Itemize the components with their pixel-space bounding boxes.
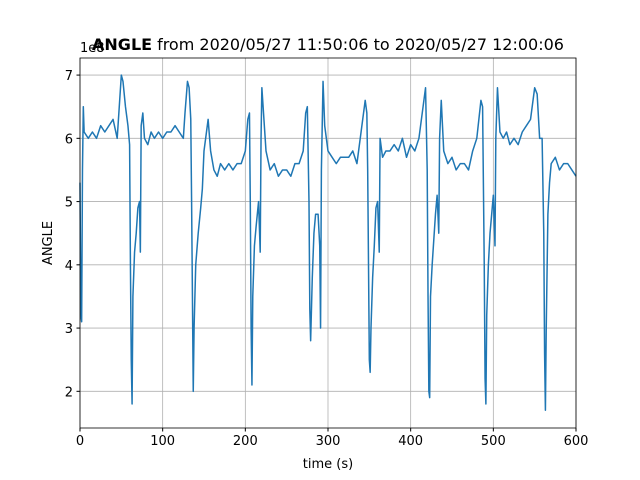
- x-tick-label: 200: [233, 434, 258, 449]
- y-offset-label: 1e8: [80, 41, 105, 56]
- y-tick-label: 4: [65, 259, 73, 274]
- data-line: [79, 74, 577, 412]
- x-tick-label: 100: [150, 434, 175, 449]
- y-tick-label: 7: [65, 69, 73, 84]
- y-tick-label: 2: [65, 385, 73, 400]
- y-tick-label: 5: [65, 196, 73, 211]
- x-tick-label: 0: [76, 434, 84, 449]
- title-bold: ANGLE: [92, 35, 152, 54]
- title-rest: from 2020/05/27 11:50:06 to 2020/05/27 1…: [157, 35, 564, 54]
- axes-frame: [79, 57, 577, 429]
- y-tick-label: 6: [65, 132, 73, 147]
- chart-title: ANGLE from 2020/05/27 11:50:06 to 2020/05…: [92, 35, 564, 54]
- x-axis-label: time (s): [303, 457, 353, 472]
- x-tick-label: 500: [481, 434, 506, 449]
- x-tick-label: 400: [398, 434, 423, 449]
- x-tick-label: 300: [316, 434, 341, 449]
- x-tick-label: 600: [564, 434, 589, 449]
- y-axis-label: ANGLE: [41, 221, 56, 265]
- y-tick-label: 3: [65, 322, 73, 337]
